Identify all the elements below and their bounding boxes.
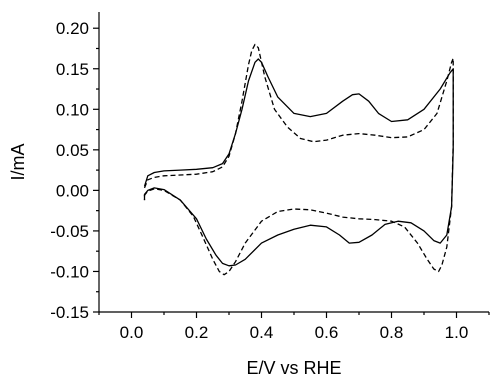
x-tick-label: 0.0 <box>120 323 144 342</box>
x-tick-label: 0.8 <box>380 323 404 342</box>
y-tick-label: 0.05 <box>56 141 89 160</box>
x-tick-label: 0.4 <box>250 323 274 342</box>
x-tick-label: 1.0 <box>445 323 469 342</box>
y-tick-label: -0.05 <box>50 222 89 241</box>
y-tick-label: 0.00 <box>56 181 89 200</box>
x-tick-label: 0.2 <box>185 323 209 342</box>
series-solid-line <box>143 58 454 267</box>
series-dashed-line <box>143 43 454 276</box>
x-tick-label: 0.6 <box>315 323 339 342</box>
tick-labels: 0.0 0.2 0.4 0.6 0.8 1.0 -0.15 -0.10 -0.05 0.00 0.0… <box>50 19 468 342</box>
series <box>143 43 454 276</box>
y-tick-label: 0.15 <box>56 60 89 79</box>
ticks <box>93 27 490 318</box>
y-tick-label: 0.10 <box>56 100 89 119</box>
y-tick-label: -0.15 <box>50 303 89 322</box>
y-tick-label: -0.10 <box>50 262 89 281</box>
x-axis-title: E/V vs RHE <box>246 358 341 378</box>
axes <box>98 12 489 313</box>
y-tick-label: 0.20 <box>56 19 89 38</box>
y-axis-title: I/mA <box>8 143 28 180</box>
